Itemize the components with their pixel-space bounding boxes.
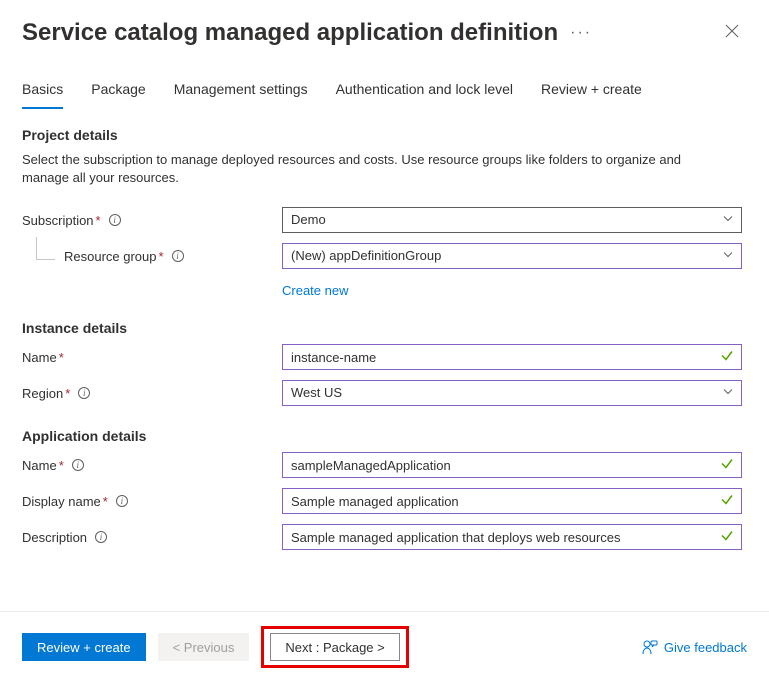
project-details-desc: Select the subscription to manage deploy…	[22, 151, 722, 187]
info-icon[interactable]: i	[72, 459, 84, 471]
more-icon[interactable]: ···	[570, 24, 592, 42]
required-marker: *	[59, 350, 64, 365]
display-name-input[interactable]	[282, 488, 742, 514]
tab-management-settings[interactable]: Management settings	[174, 75, 308, 109]
create-new-link[interactable]: Create new	[282, 283, 348, 298]
tab-basics[interactable]: Basics	[22, 75, 63, 109]
app-name-input[interactable]	[282, 452, 742, 478]
application-details-heading: Application details	[22, 428, 747, 444]
project-details-heading: Project details	[22, 127, 747, 143]
instance-name-input[interactable]	[282, 344, 742, 370]
page-title: Service catalog managed application defi…	[22, 19, 558, 47]
info-icon[interactable]: i	[172, 250, 184, 262]
previous-button: < Previous	[158, 633, 250, 661]
feedback-label: Give feedback	[664, 640, 747, 655]
subscription-select[interactable]: Demo	[282, 207, 742, 233]
required-marker: *	[65, 386, 70, 401]
display-name-label: Display name	[22, 494, 101, 509]
highlight-box: Next : Package >	[261, 626, 408, 668]
app-name-label: Name	[22, 458, 57, 473]
footer-bar: Review + create < Previous Next : Packag…	[0, 611, 769, 682]
description-label: Description	[22, 530, 87, 545]
required-marker: *	[59, 458, 64, 473]
tab-package[interactable]: Package	[91, 75, 145, 109]
required-marker: *	[96, 213, 101, 228]
region-select[interactable]: West US	[282, 380, 742, 406]
info-icon[interactable]: i	[78, 387, 90, 399]
instance-name-label: Name	[22, 350, 57, 365]
tab-bar: Basics Package Management settings Authe…	[22, 75, 747, 109]
required-marker: *	[159, 249, 164, 264]
info-icon[interactable]: i	[116, 495, 128, 507]
close-icon	[725, 24, 739, 38]
region-label: Region	[22, 386, 63, 401]
resource-group-label: Resource group	[64, 249, 157, 264]
give-feedback-link[interactable]: Give feedback	[642, 639, 747, 655]
subscription-label: Subscription	[22, 213, 94, 228]
review-create-button[interactable]: Review + create	[22, 633, 146, 661]
instance-details-heading: Instance details	[22, 320, 747, 336]
tab-auth-lock[interactable]: Authentication and lock level	[336, 75, 513, 109]
feedback-icon	[642, 639, 658, 655]
next-button[interactable]: Next : Package >	[270, 633, 399, 661]
info-icon[interactable]: i	[109, 214, 121, 226]
close-button[interactable]	[717, 18, 747, 47]
tab-review-create[interactable]: Review + create	[541, 75, 642, 109]
resource-group-select[interactable]: (New) appDefinitionGroup	[282, 243, 742, 269]
required-marker: *	[103, 494, 108, 509]
description-input[interactable]	[282, 524, 742, 550]
info-icon[interactable]: i	[95, 531, 107, 543]
